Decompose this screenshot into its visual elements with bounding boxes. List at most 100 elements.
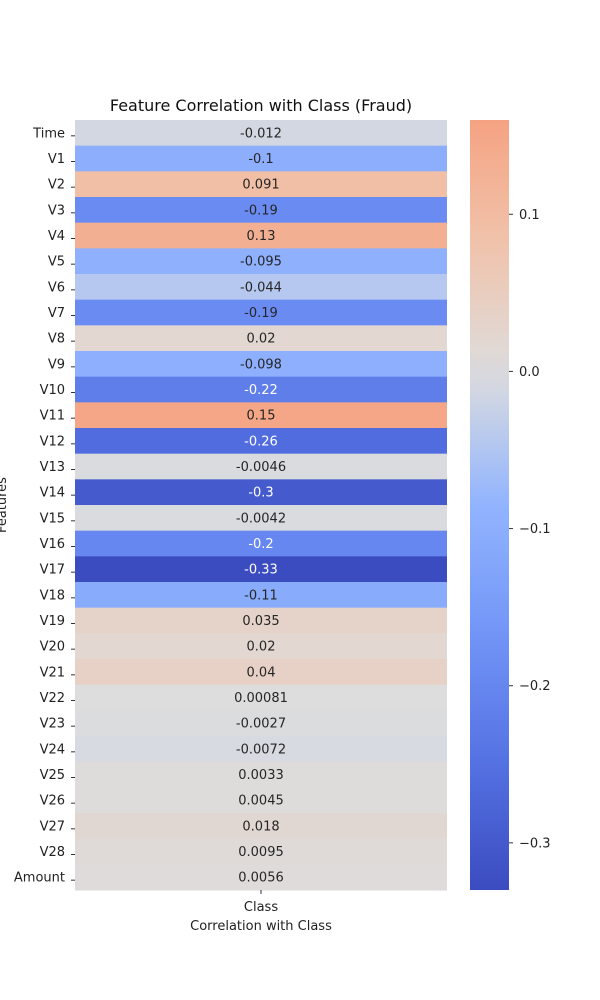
heatmap-cell [75, 864, 447, 891]
cell-value-label: -0.0042 [236, 511, 286, 526]
heatmap-cell [75, 582, 447, 609]
cell-value-label: 0.13 [247, 229, 276, 244]
y-tick-label: V22 [40, 691, 65, 706]
heatmap-cell [75, 376, 447, 403]
cell-value-label: -0.095 [240, 255, 282, 270]
heatmap-cell [75, 556, 447, 583]
cell-value-label: -0.3 [248, 486, 273, 501]
x-axis-label: Correlation with Class [190, 919, 332, 934]
chart-title: Feature Correlation with Class (Fraud) [110, 96, 412, 115]
y-tick-label: V2 [48, 178, 65, 193]
y-tick-label: V20 [40, 640, 65, 655]
colorbar-tick-label: 0.1 [519, 208, 540, 223]
cell-value-label: 0.0033 [238, 768, 284, 783]
y-tick-label: V23 [40, 717, 65, 732]
y-tick-label: V6 [48, 280, 65, 295]
heatmap-cell [75, 633, 447, 660]
cell-value-label: 0.035 [242, 614, 279, 629]
y-tick-label: V10 [40, 383, 65, 398]
cell-value-label: -0.0072 [236, 742, 286, 757]
cell-value-label: 0.02 [247, 640, 276, 655]
y-tick-label: V7 [48, 306, 65, 321]
cell-value-label: 0.00081 [234, 691, 288, 706]
colorbar-tick-label: 0.0 [519, 365, 540, 380]
cell-value-label: -0.22 [244, 383, 278, 398]
heatmap-cell [75, 453, 447, 480]
heatmap-cell [75, 787, 447, 814]
y-tick-label: V26 [40, 794, 65, 809]
heatmap-cell [75, 197, 447, 224]
heatmap-cell [75, 710, 447, 737]
y-tick-label: V5 [48, 255, 65, 270]
y-tick-label: V12 [40, 434, 65, 449]
y-tick-label: V8 [48, 332, 65, 347]
heatmap-cell [75, 299, 447, 326]
cell-value-label: -0.0027 [236, 717, 286, 732]
y-tick-label: V14 [40, 486, 65, 501]
y-tick-label: V13 [40, 460, 65, 475]
y-tick-label: V15 [40, 511, 65, 526]
heatmap-cell [75, 813, 447, 840]
cell-value-label: 0.0056 [238, 871, 284, 886]
cell-value-label: -0.098 [240, 357, 282, 372]
heatmap-cell [75, 274, 447, 301]
heatmap-cell [75, 761, 447, 788]
heatmap-cell [75, 120, 447, 147]
y-tick-label: V27 [40, 819, 65, 834]
heatmap-cell [75, 428, 447, 455]
cell-value-label: -0.1 [248, 152, 273, 167]
colorbar-tick-label: −0.1 [519, 522, 551, 537]
y-tick-label: V16 [40, 537, 65, 552]
y-tick-label: Time [32, 126, 65, 141]
y-tick-label: V3 [48, 203, 65, 218]
cell-value-label: -0.2 [248, 537, 273, 552]
heatmap-cell [75, 838, 447, 865]
heatmap-cell [75, 607, 447, 634]
cell-value-label: -0.33 [244, 563, 278, 578]
cell-value-label: 0.04 [247, 665, 276, 680]
heatmap-cell [75, 325, 447, 352]
y-tick-label: V18 [40, 588, 65, 603]
cell-value-label: 0.0095 [238, 845, 284, 860]
heatmap-cell [75, 222, 447, 249]
y-tick-label: V17 [40, 563, 65, 578]
heatmap-cell [75, 736, 447, 763]
heatmap-cell [75, 351, 447, 378]
heatmap-cell [75, 248, 447, 275]
heatmap-cell [75, 684, 447, 711]
y-tick-label: V21 [40, 665, 65, 680]
heatmap-cell [75, 402, 447, 429]
colorbar-tick-label: −0.2 [519, 679, 551, 694]
cell-value-label: -0.012 [240, 126, 282, 141]
cell-value-label: -0.26 [244, 434, 278, 449]
heatmap-cell [75, 479, 447, 506]
cell-value-label: -0.0046 [236, 460, 286, 475]
y-tick-label: V4 [48, 229, 65, 244]
heatmap-cell [75, 530, 447, 557]
y-tick-label: V28 [40, 845, 65, 860]
y-tick-label: Amount [14, 871, 65, 886]
y-tick-label: V9 [48, 357, 65, 372]
cell-value-label: 0.02 [247, 332, 276, 347]
cell-value-label: 0.091 [242, 178, 279, 193]
cell-value-label: -0.044 [240, 280, 282, 295]
colorbar-tick-label: −0.3 [519, 836, 551, 851]
heatmap-cell [75, 505, 447, 532]
heatmap-cell [75, 145, 447, 172]
cell-value-label: 0.0045 [238, 794, 284, 809]
heatmap-cell [75, 171, 447, 198]
x-tick-label: Class [244, 900, 278, 915]
cell-value-label: 0.018 [242, 819, 279, 834]
cell-value-label: -0.11 [244, 588, 278, 603]
y-tick-label: V19 [40, 614, 65, 629]
y-tick-label: V25 [40, 768, 65, 783]
cell-value-label: 0.15 [247, 409, 276, 424]
y-tick-label: V11 [40, 409, 65, 424]
cell-value-label: -0.19 [244, 203, 278, 218]
y-tick-label: V1 [48, 152, 65, 167]
y-axis-label: Features [0, 477, 10, 533]
heatmap-cell [75, 659, 447, 686]
y-tick-label: V24 [40, 742, 65, 757]
